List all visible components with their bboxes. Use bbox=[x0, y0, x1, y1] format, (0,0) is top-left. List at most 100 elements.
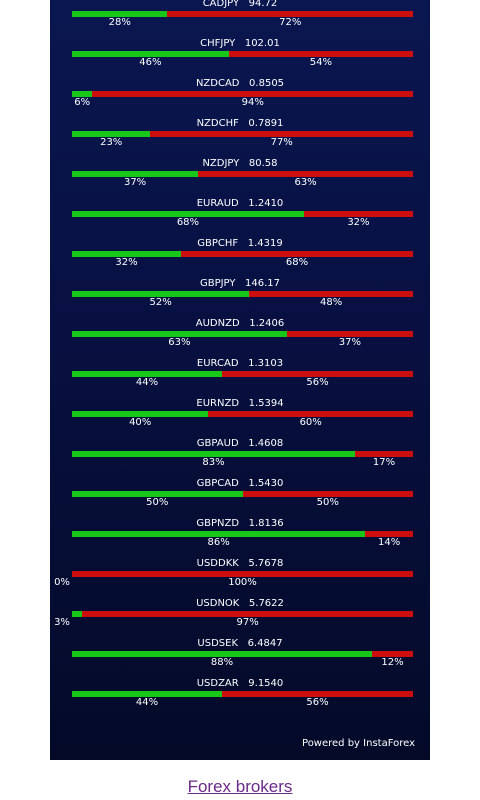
pair-symbol: GBPCHF bbox=[197, 238, 239, 249]
pair-label: USDZAR 9.1540 bbox=[50, 678, 430, 690]
pair-label: AUDNZD 1.2406 bbox=[50, 318, 430, 330]
pair-symbol: NZDCHF bbox=[196, 118, 239, 129]
pair-price: 146.17 bbox=[245, 278, 281, 289]
buy-percent: 0% bbox=[54, 577, 70, 588]
sentiment-bar bbox=[72, 251, 413, 257]
pair-row: EURNZD 1.5394 40% 60% bbox=[50, 398, 430, 438]
pair-price: 6.4847 bbox=[247, 638, 283, 649]
buy-percent: 28% bbox=[108, 17, 131, 28]
buy-fill bbox=[72, 371, 223, 377]
pair-row: GBPCHF 1.4319 32% 68% bbox=[50, 238, 430, 278]
sentiment-bar bbox=[72, 491, 413, 497]
pair-symbol: EURNZD bbox=[196, 398, 240, 409]
buy-fill bbox=[72, 691, 223, 697]
pair-price: 1.8136 bbox=[248, 518, 284, 529]
sell-percent: 68% bbox=[285, 257, 309, 268]
buy-fill bbox=[72, 451, 356, 457]
pair-price: 1.5430 bbox=[248, 478, 284, 489]
pair-symbol: GBPJPY bbox=[199, 278, 236, 289]
sentiment-bar bbox=[72, 531, 413, 537]
buy-fill bbox=[72, 411, 209, 417]
pair-row: NZDJPY 80.58 37% 63% bbox=[50, 158, 430, 198]
pair-price: 1.2406 bbox=[249, 318, 285, 329]
pair-label: EURNZD 1.5394 bbox=[50, 398, 430, 410]
pair-price: 102.01 bbox=[244, 38, 280, 49]
buy-percent: 83% bbox=[202, 457, 225, 468]
pair-price: 1.2410 bbox=[248, 198, 284, 209]
sentiment-bar bbox=[72, 131, 413, 137]
pair-symbol: EURCAD bbox=[196, 358, 239, 369]
pair-price: 0.8505 bbox=[249, 78, 285, 89]
pair-row: USDSEK 6.4847 88% 12% bbox=[50, 638, 430, 678]
buy-percent: 3% bbox=[54, 617, 70, 628]
buy-percent: 37% bbox=[123, 177, 147, 188]
sell-percent: 56% bbox=[306, 697, 329, 708]
pair-label: EURAUD 1.2410 bbox=[50, 198, 430, 210]
buy-fill bbox=[72, 491, 243, 497]
sell-percent: 100% bbox=[228, 577, 257, 588]
pair-label: GBPJPY 146.17 bbox=[50, 278, 430, 290]
pair-label: NZDCHF 0.7891 bbox=[50, 118, 430, 130]
buy-percent: 86% bbox=[207, 537, 230, 548]
forex-brokers-link[interactable]: Forex brokers bbox=[187, 777, 293, 796]
pair-price: 1.5394 bbox=[248, 398, 284, 409]
pair-label: USDSEK 6.4847 bbox=[50, 638, 430, 650]
sell-percent: 14% bbox=[378, 537, 401, 548]
pair-price: 1.3103 bbox=[248, 358, 284, 369]
pair-row: GBPCAD 1.5430 50% 50% bbox=[50, 478, 430, 518]
buy-fill bbox=[72, 91, 93, 97]
sell-percent: 12% bbox=[381, 657, 404, 668]
buy-fill bbox=[72, 611, 83, 617]
buy-fill bbox=[72, 331, 287, 337]
pair-price: 94.72 bbox=[248, 0, 278, 9]
buy-percent: 88% bbox=[210, 657, 234, 668]
pair-symbol: EURAUD bbox=[196, 198, 239, 209]
sell-percent: 54% bbox=[309, 57, 333, 68]
buy-fill bbox=[72, 291, 250, 297]
sentiment-bar bbox=[72, 411, 413, 417]
sell-percent: 94% bbox=[241, 97, 264, 108]
pair-row: GBPNZD 1.8136 86% 14% bbox=[50, 518, 430, 558]
sentiment-bar bbox=[72, 451, 413, 457]
pair-label: GBPCAD 1.5430 bbox=[50, 478, 430, 490]
pair-label: NZDCAD 0.8505 bbox=[50, 78, 430, 90]
sell-percent: 50% bbox=[316, 497, 339, 508]
sell-percent: 56% bbox=[306, 377, 329, 388]
pair-label: CADJPY 94.72 bbox=[50, 0, 430, 10]
pair-row: NZDCAD 0.8505 6% 94% bbox=[50, 78, 430, 118]
pair-price: 1.4319 bbox=[247, 238, 283, 249]
pair-price: 9.1540 bbox=[248, 678, 284, 689]
pair-row: GBPAUD 1.4608 83% 17% bbox=[50, 438, 430, 478]
sentiment-bar bbox=[72, 11, 413, 17]
pair-symbol: NZDJPY bbox=[202, 158, 240, 169]
buy-percent: 63% bbox=[168, 337, 191, 348]
buy-percent: 23% bbox=[100, 137, 123, 148]
pair-label: USDNOK 5.7622 bbox=[50, 598, 430, 610]
sentiment-bar bbox=[72, 91, 413, 97]
pair-row: NZDCHF 0.7891 23% 77% bbox=[50, 118, 430, 158]
sell-percent: 60% bbox=[299, 417, 322, 428]
sentiment-bar bbox=[72, 611, 413, 617]
buy-percent: 46% bbox=[139, 57, 162, 68]
pair-row: CADJPY 94.72 28% 72% bbox=[50, 0, 430, 38]
sentiment-widget: CADJPY 94.72 28% 72% CHFJPY 102.01 46% 54% NZD… bbox=[50, 0, 430, 760]
sell-percent: 77% bbox=[270, 137, 293, 148]
powered-by-label[interactable]: Powered by InstaForex bbox=[302, 738, 415, 749]
buy-percent: 6% bbox=[74, 97, 91, 108]
pair-label: EURCAD 1.3103 bbox=[50, 358, 430, 370]
pair-symbol: CHFJPY bbox=[200, 38, 236, 49]
pair-label: USDDKK 5.7678 bbox=[50, 558, 430, 570]
pair-symbol: USDNOK bbox=[196, 598, 240, 609]
buy-percent: 68% bbox=[176, 217, 200, 228]
pair-symbol: NZDCAD bbox=[195, 78, 240, 89]
buy-percent: 52% bbox=[149, 297, 172, 308]
sentiment-bar bbox=[72, 331, 413, 337]
buy-fill bbox=[72, 171, 199, 177]
pair-symbol: GBPCAD bbox=[196, 478, 239, 489]
sell-percent: 72% bbox=[279, 17, 302, 28]
sell-percent: 17% bbox=[372, 457, 396, 468]
buy-percent: 50% bbox=[146, 497, 169, 508]
pair-label: GBPNZD 1.8136 bbox=[50, 518, 430, 530]
pair-price: 5.7622 bbox=[248, 598, 284, 609]
sentiment-bar bbox=[72, 51, 413, 57]
